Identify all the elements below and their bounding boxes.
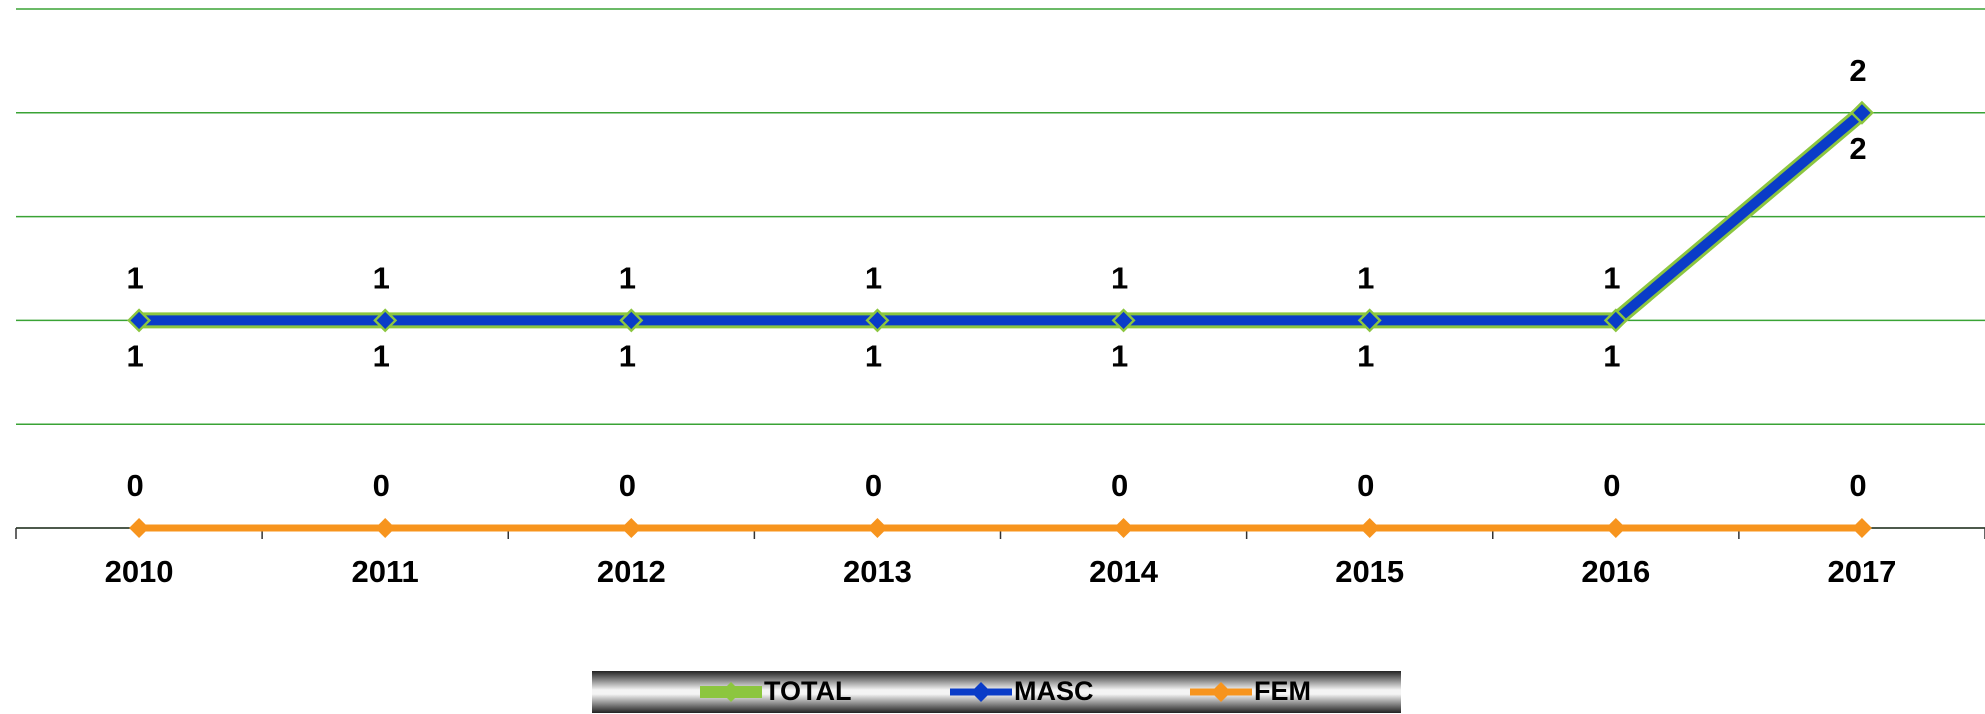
data-point bbox=[1851, 518, 1872, 538]
x-tick-label: 2010 bbox=[105, 554, 174, 589]
data-point bbox=[373, 308, 397, 332]
x-tick-label: 2017 bbox=[1827, 554, 1896, 589]
data-label: 0 bbox=[1849, 468, 1866, 503]
data-label: 1 bbox=[126, 261, 143, 296]
x-tick-label: 2011 bbox=[352, 554, 419, 589]
data-point bbox=[127, 308, 151, 332]
data-point bbox=[375, 518, 396, 538]
data-point bbox=[867, 518, 888, 538]
data-label: 1 bbox=[1111, 339, 1128, 374]
data-label: 1 bbox=[1357, 261, 1374, 296]
data-label: 2 bbox=[1849, 131, 1866, 166]
data-point bbox=[619, 308, 643, 332]
data-point bbox=[1358, 308, 1382, 332]
data-point bbox=[866, 308, 889, 332]
data-label: 0 bbox=[126, 468, 143, 503]
legend-marker bbox=[1211, 682, 1231, 702]
series-line bbox=[139, 108, 1866, 326]
data-point bbox=[621, 518, 642, 538]
data-point bbox=[129, 518, 150, 538]
legend-label: MASC bbox=[1014, 676, 1094, 706]
data-label: 0 bbox=[1111, 468, 1128, 503]
data-label: 0 bbox=[373, 468, 390, 503]
data-label: 1 bbox=[619, 339, 636, 374]
data-label: 1 bbox=[373, 261, 390, 296]
data-label: 1 bbox=[619, 261, 636, 296]
data-point bbox=[1113, 518, 1134, 538]
data-label: 1 bbox=[1111, 261, 1128, 296]
legend-label: FEM bbox=[1254, 676, 1311, 706]
x-tick-label: 2014 bbox=[1089, 554, 1159, 589]
data-point bbox=[1850, 101, 1874, 125]
data-label: 0 bbox=[865, 468, 882, 503]
legend-marker bbox=[971, 682, 991, 702]
data-label: 1 bbox=[1357, 339, 1374, 374]
data-point bbox=[1112, 308, 1135, 332]
x-tick-label: 2015 bbox=[1335, 554, 1404, 589]
x-tick-label: 2013 bbox=[843, 554, 912, 589]
data-label: 1 bbox=[373, 339, 390, 374]
data-label: 2 bbox=[1849, 53, 1866, 88]
x-tick-label: 2012 bbox=[597, 554, 666, 589]
data-label: 1 bbox=[1603, 261, 1620, 296]
data-label: 0 bbox=[619, 468, 636, 503]
data-label: 1 bbox=[1603, 339, 1620, 374]
data-label: 1 bbox=[865, 339, 882, 374]
legend-marker bbox=[721, 682, 741, 702]
data-point bbox=[1605, 518, 1626, 538]
data-label: 0 bbox=[1603, 468, 1620, 503]
data-point bbox=[1359, 518, 1380, 538]
data-label: 1 bbox=[865, 261, 882, 296]
x-tick-label: 2016 bbox=[1581, 554, 1650, 589]
legend-label: TOTAL bbox=[764, 676, 852, 706]
data-label: 0 bbox=[1357, 468, 1374, 503]
data-label: 1 bbox=[126, 339, 143, 374]
data-point bbox=[1604, 308, 1628, 332]
